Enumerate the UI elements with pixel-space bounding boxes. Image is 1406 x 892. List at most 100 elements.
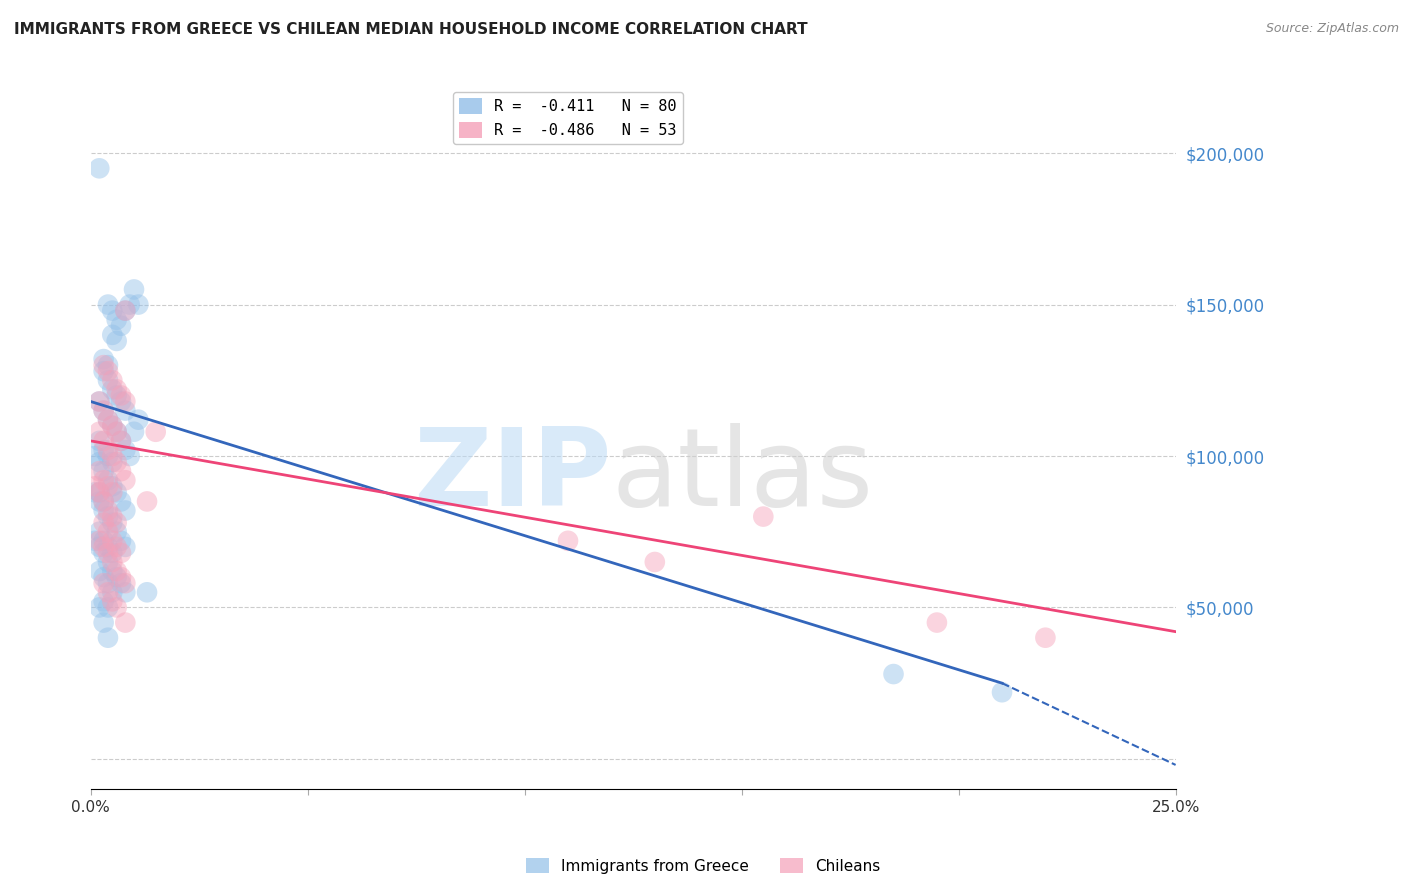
Point	[122, 425, 145, 439]
Point	[101, 303, 124, 318]
Point	[97, 555, 120, 569]
Point	[97, 373, 120, 387]
Text: ZIP: ZIP	[413, 423, 612, 529]
Point	[89, 455, 111, 469]
Point	[105, 524, 128, 539]
Point	[89, 464, 111, 478]
Point	[118, 449, 141, 463]
Point	[101, 546, 124, 560]
Point	[101, 373, 124, 387]
Point	[97, 600, 120, 615]
Point	[97, 546, 120, 560]
Point	[89, 425, 111, 439]
Point	[991, 685, 1014, 699]
Point	[105, 485, 128, 500]
Point	[93, 576, 115, 591]
Point	[93, 364, 115, 378]
Point	[93, 464, 115, 478]
Point	[89, 485, 111, 500]
Point	[101, 555, 124, 569]
Point	[101, 594, 124, 608]
Text: Source: ZipAtlas.com: Source: ZipAtlas.com	[1265, 22, 1399, 36]
Point	[105, 388, 128, 402]
Point	[93, 503, 115, 517]
Point	[97, 631, 120, 645]
Point	[114, 403, 136, 417]
Point	[89, 533, 111, 548]
Point	[97, 412, 120, 426]
Point	[136, 494, 159, 508]
Point	[89, 540, 111, 554]
Point	[93, 403, 115, 417]
Point	[101, 418, 124, 433]
Point	[110, 434, 132, 448]
Point	[110, 494, 132, 508]
Point	[97, 540, 120, 554]
Point	[93, 403, 115, 417]
Point	[89, 394, 111, 409]
Point	[89, 161, 111, 176]
Point	[127, 412, 149, 426]
Point	[110, 434, 132, 448]
Point	[101, 516, 124, 530]
Point	[93, 358, 115, 372]
Legend: R =  -0.411   N = 80, R =  -0.486   N = 53: R = -0.411 N = 80, R = -0.486 N = 53	[453, 92, 683, 144]
Point	[101, 533, 124, 548]
Point	[118, 297, 141, 311]
Point	[101, 383, 124, 397]
Point	[110, 546, 132, 560]
Point	[101, 485, 124, 500]
Point	[101, 418, 124, 433]
Point	[89, 600, 111, 615]
Point	[97, 358, 120, 372]
Point	[105, 425, 128, 439]
Point	[105, 383, 128, 397]
Point	[105, 455, 128, 469]
Point	[93, 434, 115, 448]
Point	[136, 585, 159, 599]
Point	[114, 576, 136, 591]
Point	[84, 485, 107, 500]
Point	[97, 585, 120, 599]
Point	[114, 394, 136, 409]
Point	[97, 442, 120, 457]
Point	[110, 394, 132, 409]
Point	[114, 442, 136, 457]
Point	[101, 564, 124, 578]
Point	[644, 555, 666, 569]
Point	[1035, 631, 1057, 645]
Point	[97, 364, 120, 378]
Point	[114, 615, 136, 630]
Point	[105, 334, 128, 348]
Text: atlas: atlas	[612, 423, 873, 529]
Point	[97, 503, 120, 517]
Point	[101, 585, 124, 599]
Point	[110, 388, 132, 402]
Point	[93, 533, 115, 548]
Text: IMMIGRANTS FROM GREECE VS CHILEAN MEDIAN HOUSEHOLD INCOME CORRELATION CHART: IMMIGRANTS FROM GREECE VS CHILEAN MEDIAN…	[14, 22, 807, 37]
Point	[110, 576, 132, 591]
Point	[84, 533, 107, 548]
Point	[84, 479, 107, 493]
Point	[110, 318, 132, 333]
Point	[93, 473, 115, 487]
Point	[114, 503, 136, 517]
Point	[105, 564, 128, 578]
Point	[101, 479, 124, 493]
Point	[105, 540, 128, 554]
Point	[105, 600, 128, 615]
Point	[93, 594, 115, 608]
Point	[101, 509, 124, 524]
Point	[89, 524, 111, 539]
Point	[110, 570, 132, 584]
Point	[105, 516, 128, 530]
Point	[84, 449, 107, 463]
Point	[557, 533, 579, 548]
Point	[114, 303, 136, 318]
Point	[110, 533, 132, 548]
Point	[97, 509, 120, 524]
Point	[114, 473, 136, 487]
Point	[93, 494, 115, 508]
Point	[93, 516, 115, 530]
Point	[97, 449, 120, 463]
